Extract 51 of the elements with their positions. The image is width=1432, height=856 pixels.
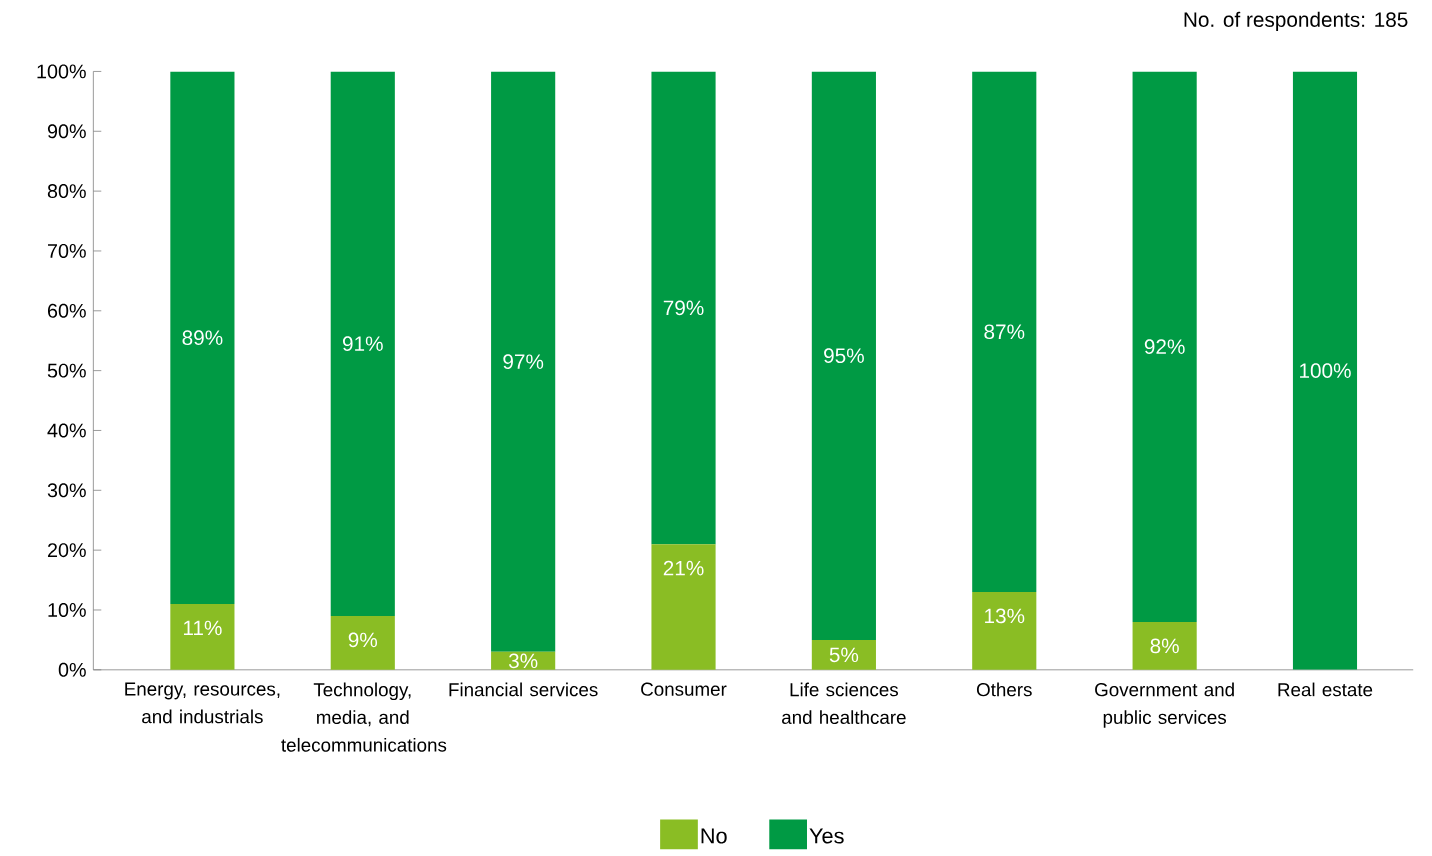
y-tick-label: 80% <box>47 183 86 198</box>
y-tick-label: 40% <box>47 423 86 438</box>
legend-label: No <box>701 828 727 844</box>
bar <box>1292 71 1358 670</box>
data-label: 92% <box>1144 339 1185 354</box>
x-tick-label: Technology, media, and telecommunications <box>281 682 447 752</box>
bar <box>972 591 1037 670</box>
data-label: 100% <box>1300 363 1351 378</box>
y-tick-label: 60% <box>48 303 86 318</box>
x-tick-label: Others <box>976 682 1032 697</box>
data-label: 3% <box>508 653 538 668</box>
x-tick-label: Financial services <box>449 682 598 697</box>
x-tick-label: Life sciences and healthcare <box>782 682 906 724</box>
bar <box>330 71 395 616</box>
x-tick-label: Government and public services <box>1095 682 1234 728</box>
data-label: 97% <box>503 354 544 369</box>
y-tick-label: 30% <box>47 483 86 498</box>
legend-label: Yes <box>809 828 844 844</box>
bar <box>170 71 235 604</box>
data-label: 13% <box>985 608 1025 624</box>
bar <box>1132 621 1197 670</box>
y-tick-label: 70% <box>48 243 86 258</box>
y-tick-label: 100% <box>37 64 86 79</box>
bar <box>972 71 1037 592</box>
bar <box>811 71 876 640</box>
data-label: 87% <box>984 324 1025 339</box>
y-tick-label: 50% <box>47 363 86 378</box>
data-label: 95% <box>824 348 864 363</box>
text: No. of respondents: 185 <box>1184 11 1408 31</box>
data-label: 11% <box>183 620 222 636</box>
y-tick-label: 20% <box>47 542 86 557</box>
data-label: 21% <box>663 560 704 576</box>
data-label: 91% <box>342 336 383 351</box>
bar <box>651 543 716 670</box>
y-tick-label: 90% <box>47 124 86 139</box>
data-label: 5% <box>829 647 859 662</box>
bar <box>330 615 395 670</box>
data-label: 79% <box>663 300 704 315</box>
bar <box>1132 71 1197 622</box>
x-tick-label: Consumer <box>641 682 727 696</box>
bar <box>651 71 716 544</box>
data-label: 8% <box>1150 638 1179 654</box>
data-label: 89% <box>182 330 223 345</box>
bar <box>491 71 556 652</box>
x-tick-label: Energy, resources, and industrials <box>125 682 280 724</box>
data-label: 9% <box>348 632 378 648</box>
y-tick-label: 10% <box>48 602 86 617</box>
bar <box>811 639 876 670</box>
y-tick-label: 0% <box>58 662 86 677</box>
x-tick-label: Real estate <box>1278 682 1373 697</box>
bar <box>170 603 235 670</box>
